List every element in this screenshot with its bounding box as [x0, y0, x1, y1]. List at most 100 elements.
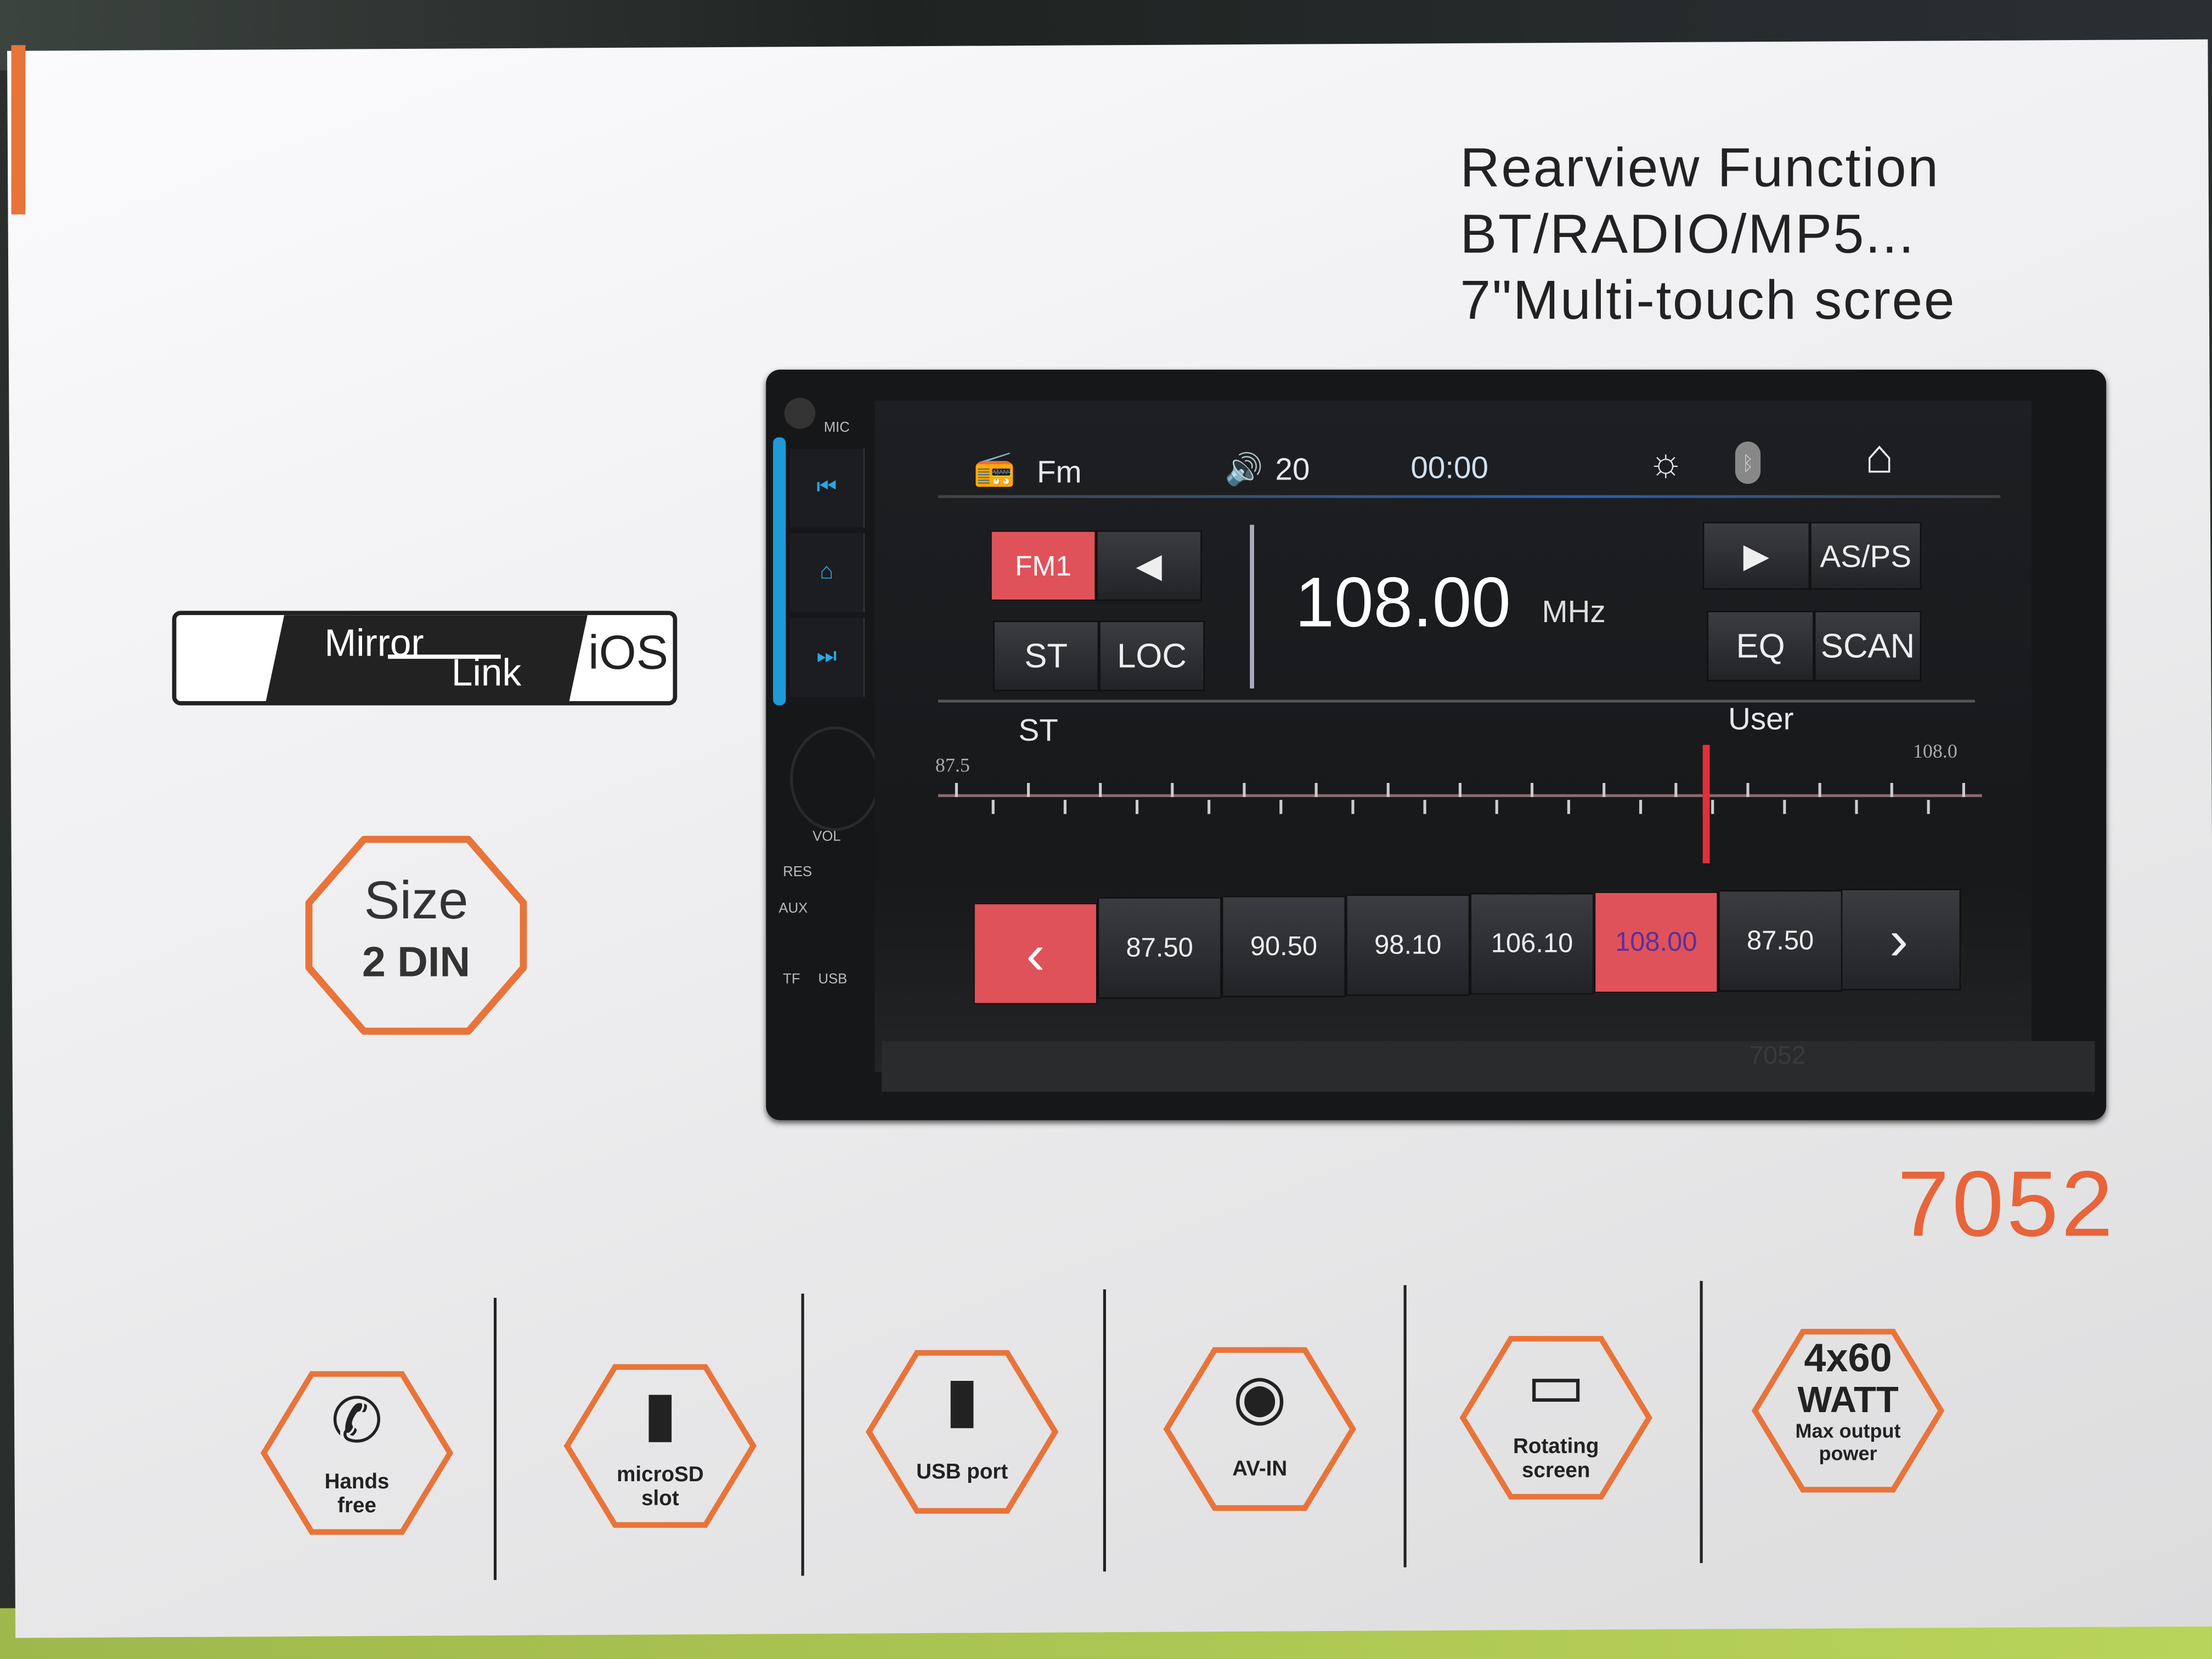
tuner-tick [1423, 799, 1426, 814]
previous-track-button[interactable]: ⏮ [789, 448, 865, 528]
preset-button[interactable]: 90.50 [1221, 895, 1346, 997]
band-fm1-button[interactable]: FM1 [990, 530, 1096, 601]
preset-button[interactable]: 87.50 [1097, 897, 1222, 999]
feature-badge: 4x60 WATT Max output power [1750, 1326, 1947, 1496]
tuner-tick [1638, 799, 1641, 814]
bezel-model-number: 7052 [1749, 1041, 1806, 1070]
bluetooth-icon[interactable]: ᛒ [1735, 441, 1761, 484]
tuner-tick [1243, 783, 1246, 797]
mirror-text: Mirror [324, 622, 424, 665]
tuner-scale[interactable] [938, 744, 1982, 875]
eq-button[interactable]: EQ [1707, 611, 1814, 681]
tuner-tick [1818, 783, 1821, 797]
stereo-button[interactable]: ST [993, 620, 1099, 691]
feature-divider [801, 1293, 804, 1576]
feature-badge: ◉ AV-IN [1161, 1345, 1358, 1514]
tuner-needle[interactable] [1702, 744, 1710, 864]
tuner-tick [1962, 783, 1965, 797]
feature-label: Hands [324, 1470, 390, 1494]
box-edge [11, 45, 26, 215]
tuner-tick [1026, 783, 1030, 797]
tuner-tick [1782, 799, 1786, 814]
hexagon-outline-icon [1751, 1329, 1945, 1493]
tuner-tick [1890, 783, 1893, 797]
tuner-tick [1746, 783, 1750, 797]
features-heading: Rearview Function BT/RADIO/MP5... 7"Mult… [1460, 136, 1956, 335]
heading-line: Rearview Function [1460, 138, 1940, 199]
feature-label: AV-IN [1232, 1457, 1288, 1481]
heading-line: BT/RADIO/MP5... [1460, 204, 1916, 266]
brightness-icon[interactable]: ☼ [1647, 440, 1684, 484]
feature-label: screen [1522, 1458, 1590, 1483]
feature-label: microSD [617, 1463, 704, 1487]
tuner-tick [1926, 799, 1929, 814]
next-track-button[interactable]: ⏭ [789, 618, 865, 697]
mirrorlink-badge: Mirror Link iOS [172, 611, 678, 706]
arrows-icon [388, 654, 501, 659]
feature-label: power [1819, 1441, 1877, 1465]
tuner-tick [1351, 799, 1354, 814]
usb-port-label: USB [818, 972, 848, 988]
model-number: 7052 [1897, 1151, 2116, 1256]
res-label: RES [783, 865, 812, 881]
tuner-tick [1171, 783, 1174, 797]
tuner-tick [1674, 783, 1678, 797]
volume-level: 20 [1275, 451, 1310, 487]
scan-button[interactable]: SCAN [1814, 611, 1922, 681]
tuner-tick [1530, 783, 1534, 797]
feature-label: free [337, 1494, 376, 1518]
status-divider [938, 495, 2001, 498]
tuner-tick [1099, 783, 1102, 797]
feature-badge: ▮ microSD slot [561, 1361, 759, 1531]
tuner-tick [1458, 783, 1462, 797]
size-text: Size [364, 872, 469, 932]
octagon-outline-icon [305, 836, 527, 1035]
tuner-tick [1494, 799, 1498, 814]
rotating-screen-icon: ▭ [1526, 1351, 1585, 1421]
source-label: Fm [1036, 454, 1082, 490]
preset-next-button[interactable]: › [1836, 888, 1961, 991]
home-button[interactable]: ⌂ [789, 533, 865, 612]
asps-button[interactable]: AS/PS [1810, 522, 1922, 590]
feature-label: Max output [1795, 1419, 1901, 1442]
preset-button[interactable]: 108.00 [1594, 891, 1718, 994]
seek-back-button[interactable]: ◀ [1096, 530, 1202, 601]
feature-divider [1403, 1285, 1407, 1567]
tuner-tick [1602, 783, 1606, 797]
tuner-tick [991, 799, 994, 814]
feature-label: slot [641, 1487, 679, 1511]
speaker-icon[interactable]: 🔊 [1224, 451, 1263, 487]
ios-text: iOS [588, 626, 669, 680]
tuner-tick [1566, 799, 1570, 814]
home-icon[interactable]: ⌂ [1865, 430, 1894, 484]
feature-label: 4x60 [1804, 1336, 1892, 1380]
hexagon-outline-icon [563, 1364, 757, 1528]
mic-label: MIC [823, 420, 850, 436]
feature-divider [1700, 1280, 1703, 1564]
user-indicator: User [1728, 701, 1794, 737]
feature-divider [1103, 1289, 1106, 1572]
preset-prev-button[interactable]: ‹ [973, 902, 1098, 1005]
frequency-display: 108.00 [1295, 562, 1511, 642]
seek-forward-button[interactable]: ▶ [1702, 522, 1810, 590]
tuner-tick [1314, 783, 1318, 797]
tf-slot-label: TF [783, 972, 800, 988]
local-button[interactable]: LOC [1099, 620, 1205, 691]
usb-icon: ▮ [945, 1365, 979, 1435]
volume-knob[interactable] [789, 726, 881, 831]
tuner-min-label: 87.5 [935, 756, 970, 777]
preset-button[interactable]: 98.10 [1346, 894, 1470, 996]
preset-button[interactable]: 87.50 [1718, 890, 1843, 992]
aux-port-label: AUX [778, 901, 808, 917]
microsd-icon: ▮ [643, 1379, 678, 1449]
tuner-tick [1854, 799, 1858, 814]
preset-button[interactable]: 106.10 [1470, 893, 1594, 995]
tuner-tick [955, 783, 958, 797]
tuner-tick [1206, 799, 1210, 814]
heading-line: 7"Multi-touch scree [1460, 270, 1956, 332]
stereo-indicator: ST [1018, 712, 1058, 748]
feature-divider [493, 1297, 497, 1580]
hexagon-outline-icon [1163, 1347, 1356, 1511]
tuner-tick [1278, 799, 1282, 814]
